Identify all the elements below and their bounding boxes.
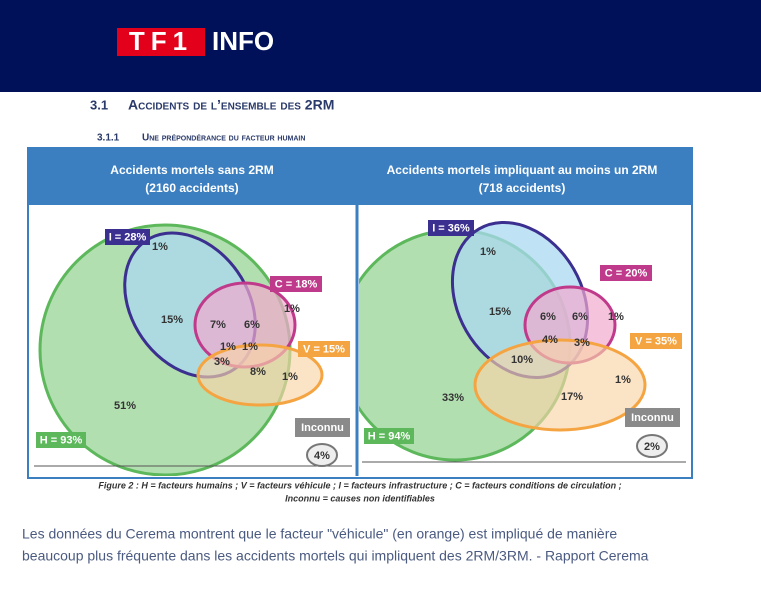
header-bar bbox=[0, 0, 761, 92]
set-label-box bbox=[600, 265, 652, 281]
set-shape bbox=[196, 343, 324, 407]
set-label-box bbox=[630, 333, 682, 349]
set-label: I = 28% bbox=[109, 231, 147, 243]
panel-title: Accidents mortels sans 2RM bbox=[110, 163, 273, 177]
panel-subtitle: (718 accidents) bbox=[479, 181, 566, 195]
set-label-box bbox=[36, 432, 86, 448]
set-label: V = 15% bbox=[303, 343, 345, 355]
region-value: 15% bbox=[161, 314, 183, 326]
subsection-number: 3.1.1 bbox=[97, 133, 120, 144]
section-title: Accidents de l’ensemble des 2RM bbox=[128, 97, 334, 113]
set-label: H = 94% bbox=[368, 430, 411, 442]
region-value: 7% bbox=[210, 319, 226, 331]
set-label-box bbox=[270, 276, 322, 292]
region-value: 1% bbox=[152, 241, 168, 253]
set-label: C = 18% bbox=[275, 278, 318, 290]
region-value: 1% bbox=[242, 341, 258, 353]
unknown-box bbox=[295, 418, 350, 437]
panel-subtitle: (2160 accidents) bbox=[145, 181, 238, 195]
unknown-value: 2% bbox=[644, 441, 660, 453]
unknown-value: 4% bbox=[314, 450, 330, 462]
figure-frame bbox=[27, 147, 693, 479]
region-value: 10% bbox=[511, 354, 533, 366]
set-label: V = 35% bbox=[635, 335, 677, 347]
caption: Inconnu = causes non identifiables bbox=[285, 493, 435, 503]
set-label: C = 20% bbox=[605, 267, 648, 279]
set-label-box bbox=[105, 229, 150, 245]
region-value: 1% bbox=[608, 311, 624, 323]
unknown-ring bbox=[636, 434, 668, 458]
figure-header bbox=[28, 148, 692, 205]
logo[interactable]: TF1 INFO bbox=[117, 26, 274, 56]
venn bbox=[359, 221, 647, 462]
paragraph-line: beaucoup plus fréquente dans les acciden… bbox=[22, 548, 649, 564]
set-label-box bbox=[298, 341, 350, 357]
subsection-title: Une prépondérance du facteur humain bbox=[142, 133, 305, 144]
region-value: 17% bbox=[561, 391, 583, 403]
panel-title: Accidents mortels impliquant au moins un… bbox=[387, 163, 658, 177]
logo-box bbox=[117, 28, 205, 56]
region-value: 15% bbox=[489, 306, 511, 318]
region-value: 4% bbox=[542, 334, 558, 346]
region-value: 1% bbox=[282, 371, 298, 383]
set-label: H = 93% bbox=[40, 434, 83, 446]
venn bbox=[38, 223, 324, 476]
unknown-ring bbox=[306, 443, 338, 467]
region-value: 6% bbox=[540, 311, 556, 323]
region-value: 3% bbox=[214, 356, 230, 368]
region-value: 1% bbox=[220, 341, 236, 353]
unknown-box bbox=[625, 408, 680, 427]
region-value: 6% bbox=[572, 311, 588, 323]
region-value: 3% bbox=[574, 337, 590, 349]
logo-tf1: TF1 bbox=[129, 26, 193, 56]
region-value: 33% bbox=[442, 392, 464, 404]
region-value: 51% bbox=[114, 400, 136, 412]
logo-info: INFO bbox=[212, 26, 274, 56]
unknown-label: Inconnu bbox=[631, 412, 674, 424]
paragraph-line: Les données du Cerema montrent que le fa… bbox=[22, 526, 617, 542]
caption: Figure 2 : H = facteurs humains ; V = fa… bbox=[98, 480, 621, 490]
region-value: 8% bbox=[250, 366, 266, 378]
region-value: 1% bbox=[284, 303, 300, 315]
unknown-label: Inconnu bbox=[301, 422, 344, 434]
set-label-box bbox=[428, 220, 474, 236]
section-number: 3.1 bbox=[90, 97, 108, 112]
set-label-box bbox=[364, 428, 414, 444]
region-value: 6% bbox=[244, 319, 260, 331]
region-value: 1% bbox=[615, 374, 631, 386]
set-label: I = 36% bbox=[432, 222, 470, 234]
set-shape bbox=[473, 338, 647, 432]
region-value: 1% bbox=[480, 246, 496, 258]
